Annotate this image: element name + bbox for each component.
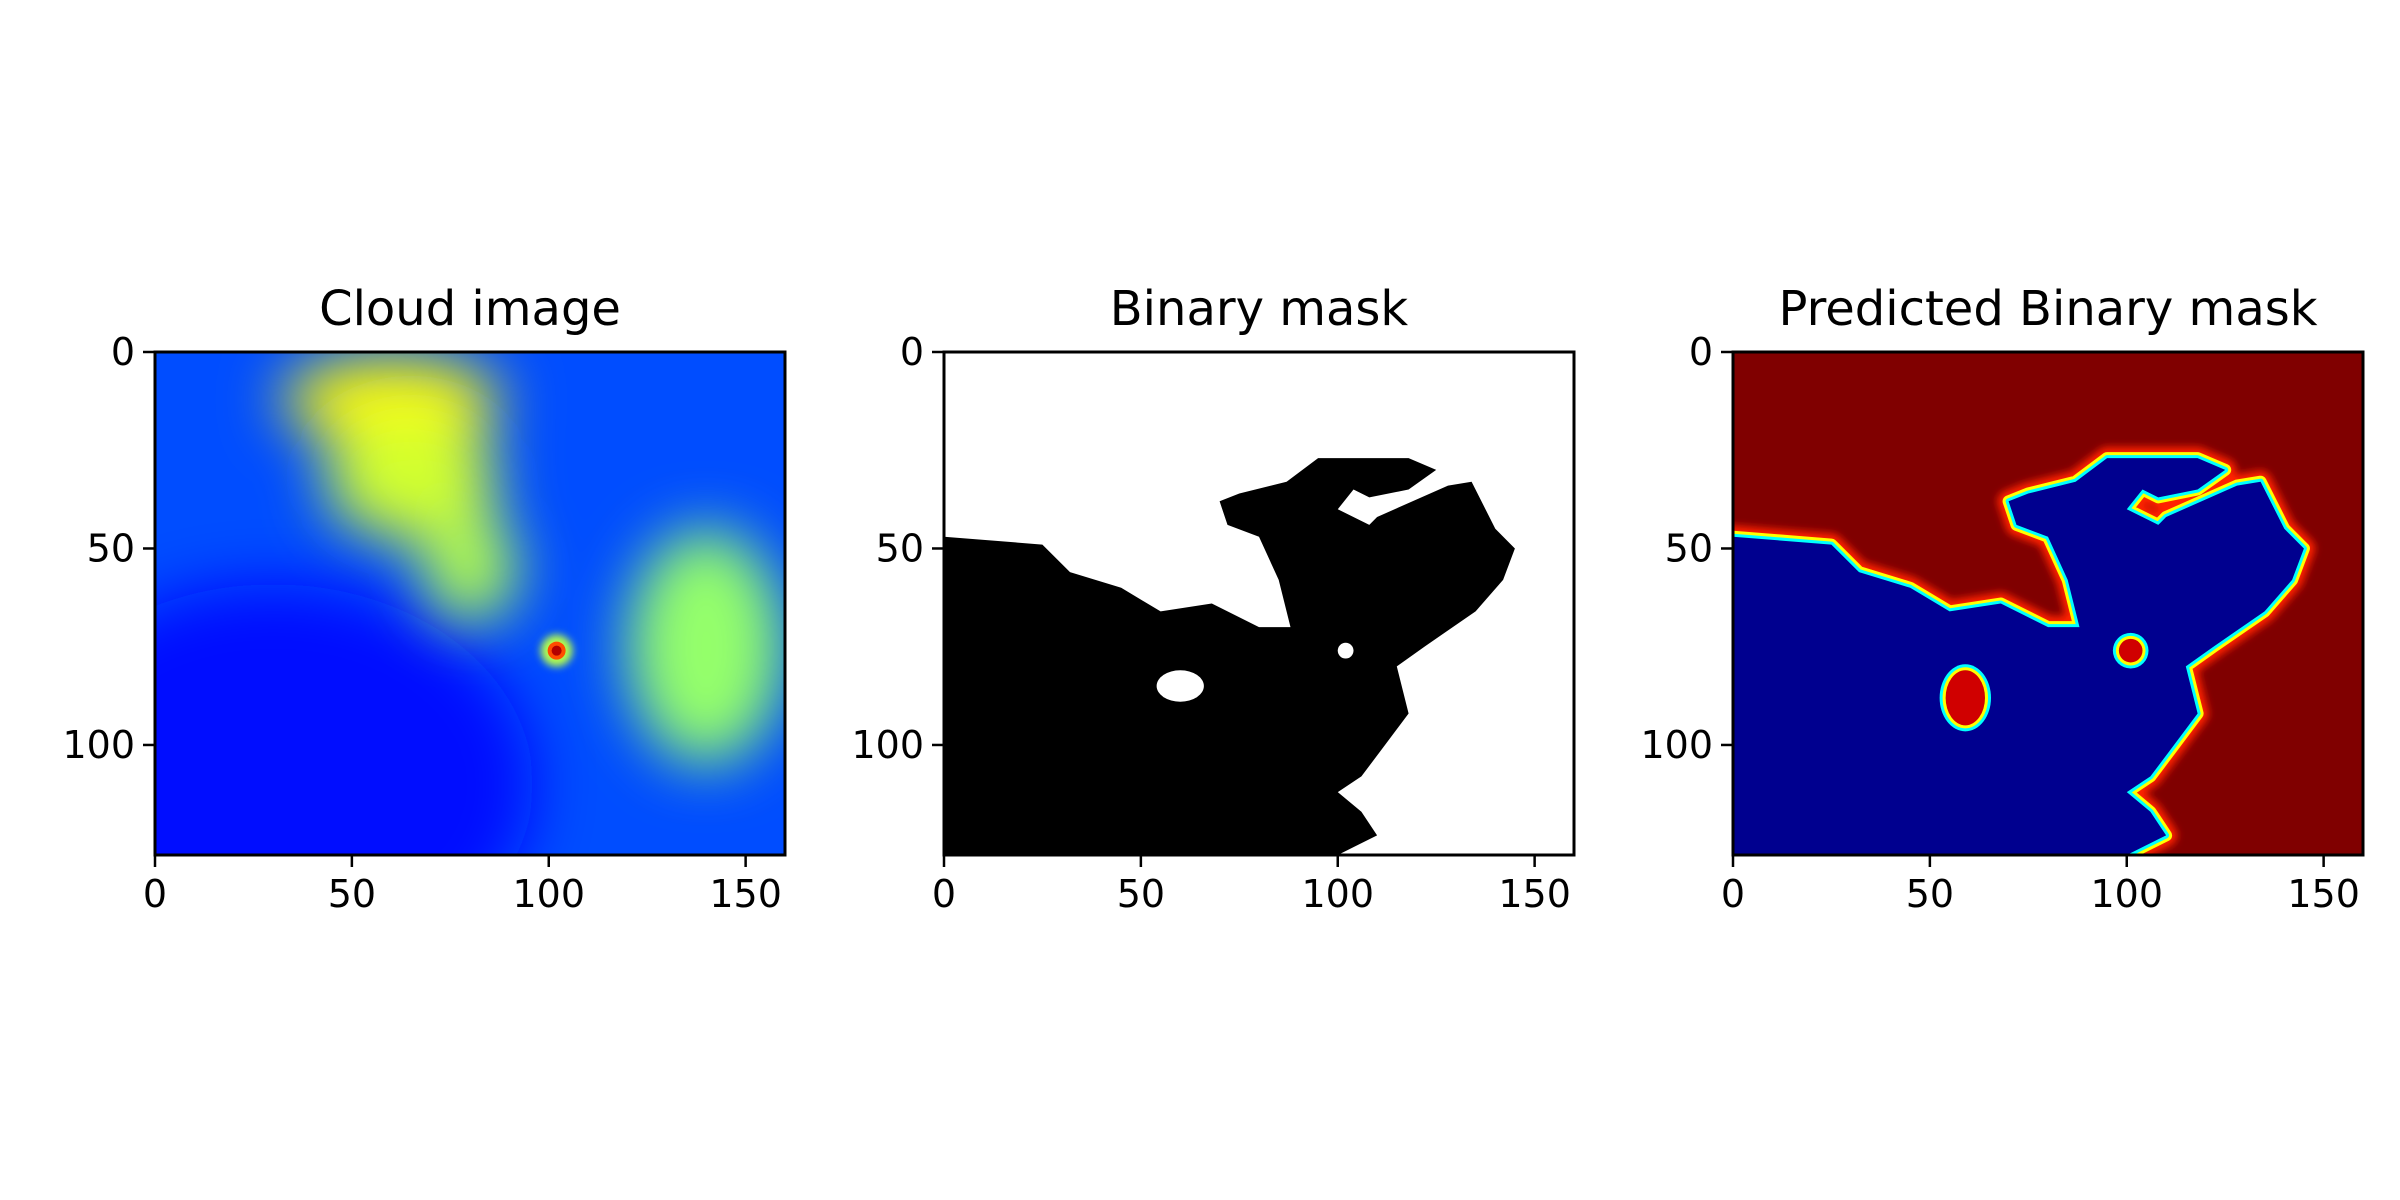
axes-frame — [1731, 350, 2365, 857]
axis-ticks: 0 50 100 150 0 50 100 — [62, 330, 781, 916]
panel-predicted-binary-mask: Predicted Binary mask 0 50 100 150 0 50 100 — [1640, 281, 2365, 916]
y-tick-label: 50 — [1665, 526, 1713, 570]
cloud-blob — [324, 414, 498, 541]
axis-ticks: 0 50 100 150 0 50 100 — [1640, 330, 2359, 916]
axes-frame — [942, 350, 1576, 857]
x-tick-label: 0 — [1721, 872, 1745, 916]
predicted-region — [1733, 458, 2304, 855]
cloud-blob — [422, 513, 518, 624]
y-tick-label: 0 — [900, 330, 924, 374]
y-tick-label: 100 — [851, 723, 924, 767]
y-tick-label: 100 — [62, 723, 135, 767]
y-tick-label: 50 — [876, 526, 924, 570]
hotspot — [551, 645, 562, 656]
x-tick-label: 100 — [512, 872, 585, 916]
cold-region — [155, 584, 534, 855]
cloud-blob — [627, 528, 785, 765]
panel-binary-mask: Binary mask 0 50 100 150 0 50 100 — [851, 281, 1576, 916]
predicted-hole — [1945, 670, 1985, 726]
y-tick-label: 50 — [87, 526, 135, 570]
x-tick-label: 150 — [1498, 872, 1571, 916]
mask-region — [944, 458, 1515, 855]
x-tick-label: 150 — [709, 872, 782, 916]
panel-title: Binary mask — [1110, 281, 1409, 337]
heatmap-image — [155, 352, 785, 855]
panel-title: Predicted Binary mask — [1778, 281, 2317, 337]
x-tick-label: 50 — [1117, 872, 1165, 916]
mask-hole — [1156, 670, 1204, 702]
panel-title: Cloud image — [319, 281, 621, 337]
heatmap-image — [944, 352, 1574, 855]
x-tick-label: 100 — [1301, 872, 1374, 916]
cloud-layer — [281, 355, 785, 765]
heatmap-image — [1733, 352, 2363, 855]
mask-hole — [1337, 642, 1354, 659]
x-tick-label: 50 — [328, 872, 376, 916]
predicted-hole — [2118, 638, 2143, 663]
x-tick-label: 150 — [2287, 872, 2360, 916]
x-tick-label: 50 — [1906, 872, 1954, 916]
x-tick-label: 0 — [932, 872, 956, 916]
axes-frame — [153, 350, 787, 857]
panel-cloud-image: Cloud image 0 50 100 150 0 50 100 — [62, 281, 787, 916]
x-tick-label: 100 — [2090, 872, 2163, 916]
y-tick-label: 0 — [1689, 330, 1713, 374]
axis-ticks: 0 50 100 150 0 50 100 — [851, 330, 1570, 916]
y-tick-label: 0 — [111, 330, 135, 374]
y-tick-label: 100 — [1640, 723, 1713, 767]
x-tick-label: 0 — [143, 872, 167, 916]
